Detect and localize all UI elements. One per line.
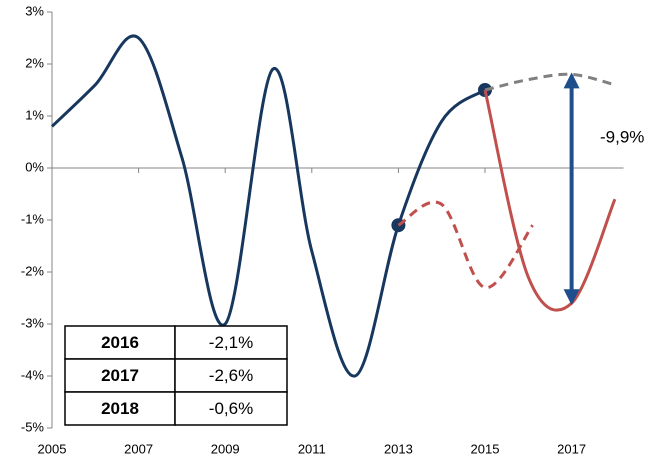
y-tick-label: -3% bbox=[21, 315, 45, 330]
y-tick-label: 3% bbox=[25, 3, 44, 18]
table-cell bbox=[174, 358, 288, 393]
table-value: -0,6% bbox=[209, 399, 253, 418]
x-tick-label: 2011 bbox=[298, 441, 326, 456]
table-value: -2,6% bbox=[209, 366, 253, 385]
y-tick-label: 1% bbox=[25, 107, 44, 122]
y-tick-label: -5% bbox=[21, 419, 45, 434]
table-cell bbox=[64, 391, 176, 426]
table-year: 2016 bbox=[101, 333, 139, 352]
x-tick-label: 2005 bbox=[38, 441, 67, 456]
y-tick-label: -4% bbox=[21, 367, 45, 382]
table-cell bbox=[64, 325, 176, 360]
x-tick-label: 2015 bbox=[471, 441, 500, 456]
table-cell bbox=[174, 391, 288, 426]
x-tick-label: 2017 bbox=[557, 441, 586, 456]
series-line bbox=[397, 200, 534, 290]
series-line bbox=[50, 34, 486, 378]
x-tick-label: 2009 bbox=[211, 441, 240, 456]
table-year: 2018 bbox=[101, 399, 139, 418]
table-year: 2017 bbox=[101, 366, 139, 385]
y-tick-label: 2% bbox=[25, 55, 44, 70]
series-line bbox=[483, 89, 617, 312]
x-tick-label: 2013 bbox=[384, 441, 413, 456]
table-cell bbox=[64, 358, 176, 393]
annotation: -9,9% bbox=[600, 127, 644, 146]
y-tick-label: -1% bbox=[21, 211, 45, 226]
series-line bbox=[484, 72, 616, 92]
y-tick-label: -2% bbox=[21, 263, 45, 278]
y-tick-label: 0% bbox=[25, 159, 44, 174]
x-tick-label: 2007 bbox=[124, 441, 153, 456]
table-value: -2,1% bbox=[209, 333, 253, 352]
table-cell bbox=[174, 325, 288, 360]
